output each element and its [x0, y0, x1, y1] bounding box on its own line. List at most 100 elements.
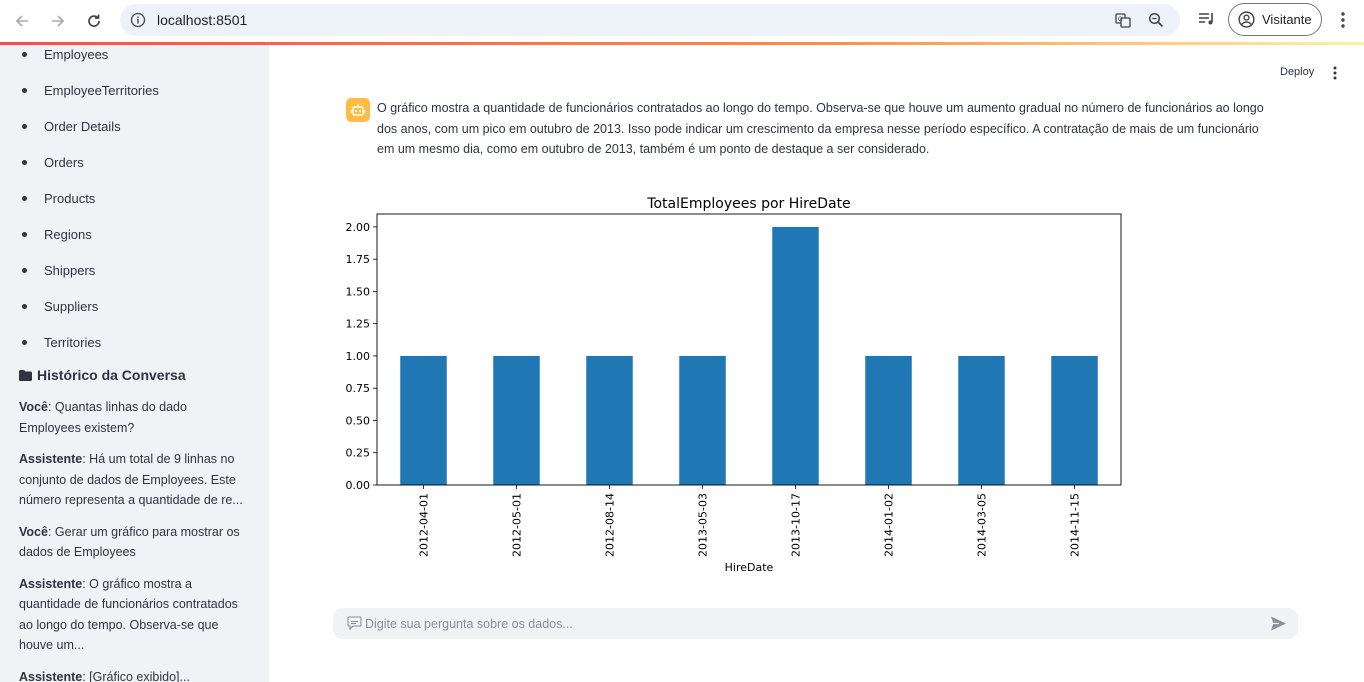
y-tick-label: 1.25: [346, 318, 371, 331]
y-tick-label: 0.00: [346, 479, 371, 492]
history-text: : Gerar um gráfico para mostrar os dados…: [19, 524, 240, 560]
bar-chart: TotalEmployees por HireDate 0.00 0.25 0.50 0…: [325, 189, 1125, 579]
history-entry: Você: Quantas linhas do dado Employees e…: [19, 397, 251, 438]
bar: [958, 355, 1005, 485]
x-tick-label: 2012-05-01: [511, 493, 524, 557]
x-tick-label: 2012-08-14: [604, 493, 617, 557]
bullet-icon: [22, 124, 27, 130]
reload-icon: [88, 14, 100, 27]
zoom-icon[interactable]: [1148, 12, 1164, 28]
assistant-message: O gráfico mostra a quantidade de funcion…: [377, 101, 1264, 156]
top-decoration-bar: [0, 42, 1364, 45]
arrow-left-icon: [15, 15, 28, 27]
bar: [865, 355, 912, 485]
history-text: : [Gráfico exibido]...: [82, 669, 190, 682]
bullet-icon: [22, 231, 27, 237]
assistant-avatar: [346, 98, 370, 122]
history-entry: Assistente: [Gráfico exibido]...: [19, 667, 251, 682]
svg-text:G: G: [1118, 17, 1123, 23]
x-tick-label: 2012-04-01: [418, 493, 431, 557]
chat-bubble-icon: [347, 616, 362, 630]
robot-icon: [350, 104, 366, 116]
bullet-icon: [22, 339, 27, 345]
table-list-item: Shippers: [20, 252, 159, 288]
y-tick-label: 0.25: [346, 447, 371, 460]
x-tick-label: 2014-11-15: [1069, 493, 1082, 557]
browser-menu-icon[interactable]: [1338, 11, 1348, 29]
table-name: Territories: [44, 334, 102, 350]
history-entry: Assistente: O gráfico mostra a quantidad…: [19, 574, 251, 656]
table-name: Order Details: [44, 119, 121, 135]
table-list-item: Employees: [20, 45, 159, 73]
chart-svg: TotalEmployees por HireDate 0.00 0.25 0.50 0…: [346, 196, 1122, 574]
chat-input[interactable]: [365, 608, 1245, 639]
url-text: localhost:8501: [157, 12, 248, 28]
bullet-icon: [22, 303, 27, 309]
send-icon[interactable]: [1270, 615, 1287, 632]
y-tick-label: 0.50: [346, 414, 371, 427]
arrow-right-icon: [52, 15, 65, 27]
table-name: Suppliers: [44, 298, 99, 314]
chat-input-box[interactable]: [333, 608, 1298, 639]
bar: [679, 355, 726, 485]
y-tick-label: 1.00: [346, 350, 371, 363]
plot-frame: [376, 213, 1122, 486]
x-tick-label: 2014-03-05: [976, 493, 989, 557]
main-content: Deploy O gráfico mostra a quantidade de …: [269, 45, 1364, 682]
bar: [1051, 355, 1098, 485]
bullet-icon: [22, 88, 27, 94]
bar: [772, 226, 819, 485]
history-text: : Quantas linhas do dado Employees exist…: [19, 400, 187, 435]
translate-icon[interactable]: G: [1115, 12, 1131, 28]
bar: [586, 355, 633, 485]
table-name: Products: [44, 191, 96, 206]
table-list-item: EmployeeTerritories: [20, 73, 159, 109]
bullet-icon: [22, 160, 27, 166]
history-title-text: Histórico da Conversa: [37, 367, 186, 383]
history-entry: Você: Gerar um gráfico para mostrar os d…: [19, 522, 251, 563]
table-list: Employees EmployeeTerritories Order Detail…: [20, 45, 159, 360]
history-speaker: Assistente: [19, 452, 83, 466]
table-name: Orders: [44, 155, 84, 171]
reload-button[interactable]: [82, 9, 106, 33]
folder-icon: [19, 369, 32, 381]
y-tick-label: 2.00: [346, 221, 371, 234]
table-list-item: Order Details: [20, 109, 159, 145]
table-list-item: Regions: [20, 216, 159, 252]
bullet-icon: [22, 196, 27, 201]
history-title: Histórico da Conversa: [19, 367, 186, 383]
table-list-item: Orders: [20, 145, 159, 181]
info-icon[interactable]: [130, 12, 146, 28]
x-tick-label: 2014-01-02: [883, 493, 896, 557]
table-name: Employees: [44, 47, 109, 63]
table-name: Regions: [44, 226, 92, 242]
table-list-item: Suppliers: [20, 288, 159, 324]
profile-label: Visitante: [1262, 12, 1312, 27]
sidebar: Employees EmployeeTerritories Order Detail…: [0, 45, 269, 682]
chart-title: TotalEmployees por HireDate: [646, 196, 850, 212]
table-name: EmployeeTerritories: [44, 83, 159, 99]
profile-button[interactable]: Visitante: [1228, 3, 1322, 36]
bullet-icon: [22, 52, 27, 58]
forward-button[interactable]: [46, 9, 70, 33]
table-name: Shippers: [44, 262, 96, 278]
back-button[interactable]: [10, 9, 34, 33]
history-speaker: Assistente: [19, 576, 83, 591]
x-tick-label: 2013-05-03: [697, 493, 710, 557]
history-entry: Assistente: Há um total de 9 linhas no c…: [19, 449, 251, 511]
table-list-item: Products: [20, 181, 159, 217]
deploy-button[interactable]: Deploy: [1280, 66, 1315, 78]
history-speaker: Você: [19, 524, 48, 539]
table-list-item: Territories: [20, 324, 159, 360]
account-icon: [1238, 11, 1255, 28]
y-tick-label: 1.50: [346, 285, 371, 298]
y-tick-label: 0.75: [346, 382, 371, 395]
main-menu-icon[interactable]: [1329, 65, 1341, 81]
bullet-icon: [22, 267, 27, 273]
history-text: : O gráfico mostra a quantidade de funci…: [19, 576, 238, 653]
bar: [400, 355, 447, 485]
playlist-icon[interactable]: [1198, 12, 1215, 27]
x-tick-label: 2013-10-17: [790, 493, 803, 557]
x-axis-label: HireDate: [725, 561, 774, 574]
address-bar[interactable]: localhost:8501 G: [120, 4, 1180, 36]
